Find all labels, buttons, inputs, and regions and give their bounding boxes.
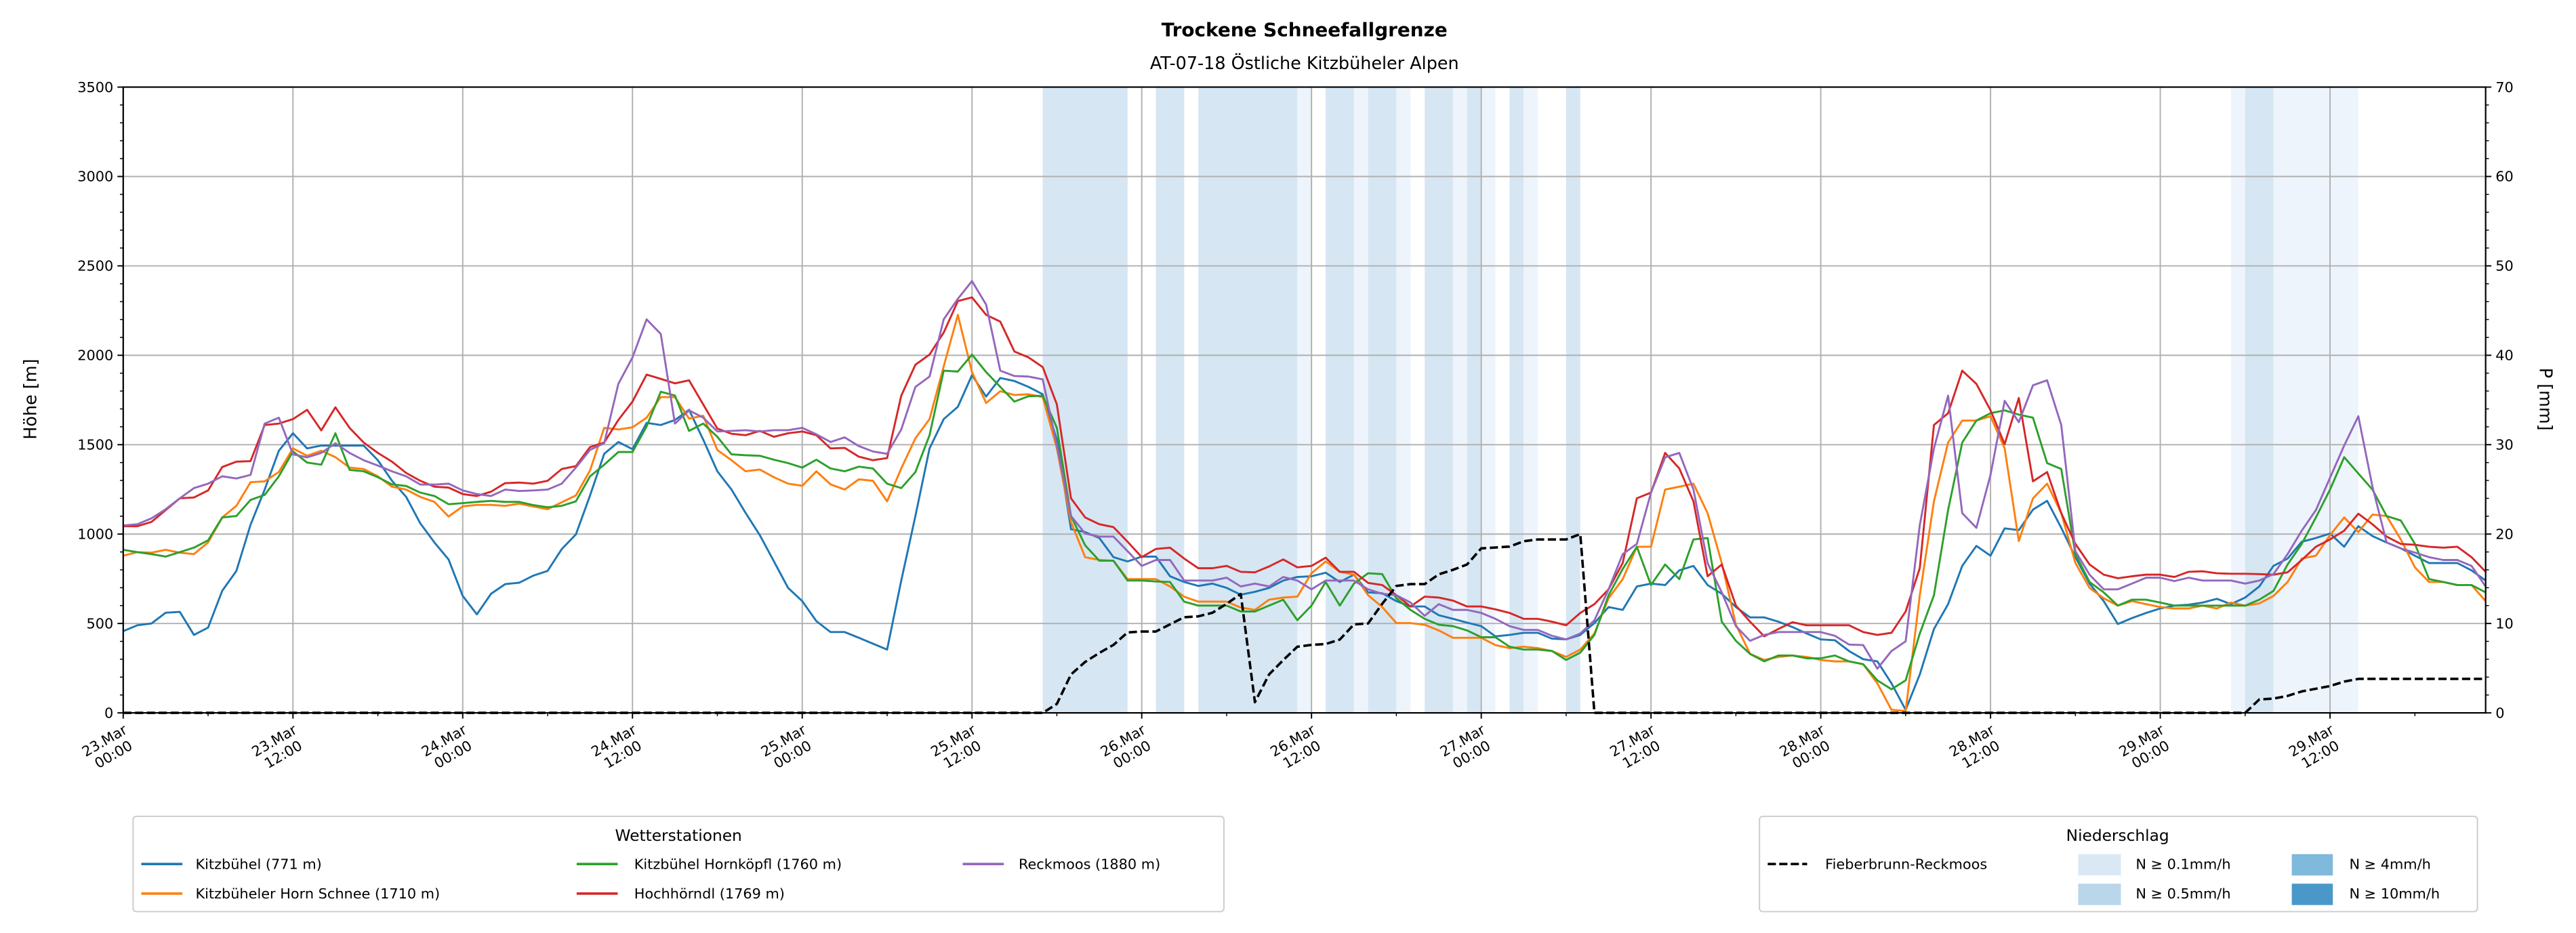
precip-band-01 <box>2230 87 2245 713</box>
x-tick-label: 24.Mar00:00 <box>419 722 478 774</box>
y-tick-label-right: 40 <box>2495 348 2514 364</box>
precip-band-05 <box>2245 87 2274 713</box>
y-tick-label-left: 3000 <box>77 169 113 185</box>
y-tick-label-left: 500 <box>86 615 113 631</box>
y-tick-label-right: 30 <box>2495 437 2514 453</box>
legend-item-hornkoepfl: Kitzbühel Hornköpfl (1760 m) <box>634 856 842 872</box>
legend-stations-title: Wetterstationen <box>615 827 742 845</box>
y-tick-label-right: 70 <box>2495 79 2514 96</box>
legend-swatch-n01 <box>2078 854 2121 876</box>
legend-precipitation: Niederschlag Fieberbrunn-Reckmoos N ≥ 0.… <box>1759 815 2478 913</box>
precip-band-01 <box>2273 87 2358 713</box>
y-tick-label-right: 50 <box>2495 258 2514 274</box>
y-tick-label-left: 2500 <box>77 258 113 274</box>
y-tick-label-right: 10 <box>2495 615 2514 631</box>
y-axis-label-left: Höhe [m] <box>20 359 41 440</box>
legend-item-kitzbuehel: Kitzbühel (771 m) <box>195 856 321 872</box>
x-tick-label: 28.Mar12:00 <box>1946 722 2005 774</box>
precip-band-05 <box>1467 87 1481 713</box>
legend-item-n10: N ≥ 10mm/h <box>2349 886 2440 902</box>
x-tick-label: 27.Mar12:00 <box>1607 722 1666 774</box>
x-tick-label: 26.Mar00:00 <box>1098 722 1157 774</box>
y-tick-label-left: 0 <box>104 705 113 721</box>
x-tick-label: 25.Mar00:00 <box>758 722 817 774</box>
legend-swatch-n4 <box>2291 854 2333 876</box>
chart-subtitle: AT-07-18 Östliche Kitzbüheler Alpen <box>1150 54 1459 74</box>
precip-band-01 <box>1452 87 1467 713</box>
series-line-kitzb-hel-hornk-pfl-1760-m <box>123 353 2487 690</box>
x-tick-label: 28.Mar00:00 <box>1777 722 1836 774</box>
legend-item-reckmoos: Reckmoos (1880 m) <box>1019 856 1160 872</box>
y-tick-label-left: 1000 <box>77 526 113 543</box>
y-axis-label-right: P [mm] <box>2535 368 2556 431</box>
legend-item-horn-schnee: Kitzbüheler Horn Schnee (1710 m) <box>195 886 440 902</box>
legend-swatch-n05 <box>2078 884 2121 905</box>
x-tick-label: 27.Mar00:00 <box>1437 722 1496 774</box>
series-line-reckmoos-1880-m <box>123 280 2487 670</box>
precip-band-05 <box>1042 87 1128 713</box>
y-tick-label-right: 0 <box>2495 705 2504 721</box>
precip-band-01 <box>1524 87 1538 713</box>
precip-band-01 <box>1353 87 1368 713</box>
y-tick-label-left: 1500 <box>77 437 113 453</box>
y-tick-label-right: 20 <box>2495 526 2514 543</box>
x-tick-label: 25.Mar12:00 <box>928 722 987 774</box>
precip-band-05 <box>1198 87 1298 713</box>
legend-swatch-n10 <box>2291 884 2333 905</box>
x-tick-label: 24.Mar12:00 <box>588 722 647 774</box>
x-tick-label: 29.Mar12:00 <box>2286 722 2345 774</box>
precip-band-01 <box>1396 87 1411 713</box>
y-tick-label-right: 60 <box>2495 169 2514 185</box>
legend-precip-title: Niederschlag <box>2066 827 2169 845</box>
legend-item-n01: N ≥ 0.1mm/h <box>2135 856 2230 872</box>
legend-stations: Wetterstationen Kitzbühel (771 m) Kitzbü… <box>132 815 1225 913</box>
precipitation-bands <box>1042 87 2358 713</box>
precip-band-05 <box>1425 87 1453 713</box>
legend-item-hochhoerndl: Hochhörndl (1769 m) <box>634 886 785 902</box>
precip-band-01 <box>1297 87 1312 713</box>
plot-frame <box>122 86 2487 714</box>
x-tick-label: 23.Mar00:00 <box>79 722 138 774</box>
legend-item-n05: N ≥ 0.5mm/h <box>2135 886 2230 902</box>
precip-band-05 <box>1368 87 1397 713</box>
x-tick-label: 26.Mar12:00 <box>1267 722 1326 774</box>
precip-band-05 <box>1509 87 1524 713</box>
y-tick-label-left: 2000 <box>77 348 113 364</box>
x-tick-label: 23.Mar12:00 <box>249 722 308 774</box>
series-line-hochh-rndl-1769-m <box>123 296 2487 638</box>
chart-title: Trockene Schneefallgrenze <box>1162 18 1448 41</box>
legend-item-fieberbrunn: Fieberbrunn-Reckmoos <box>1825 856 1987 872</box>
series-line-kitzb-hel-771-m <box>123 374 2487 711</box>
x-tick-label: 29.Mar00:00 <box>2117 722 2175 774</box>
legend-item-n4: N ≥ 4mm/h <box>2349 856 2430 872</box>
precip-band-01 <box>1481 87 1496 713</box>
precip-band-05 <box>1326 87 1354 713</box>
precip-band-05 <box>1566 87 1580 713</box>
y-tick-label-left: 3500 <box>77 79 113 96</box>
precip-band-05 <box>1156 87 1185 713</box>
